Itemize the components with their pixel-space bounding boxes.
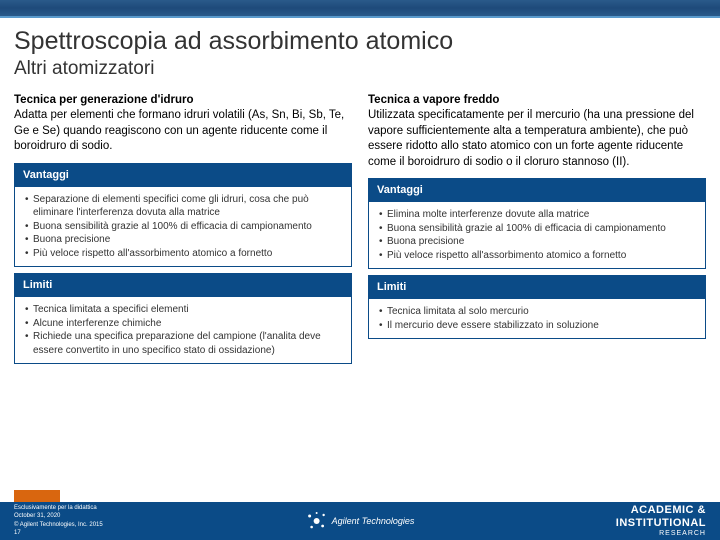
right-limits-list: Tecnica limitata al solo mercurio Il mer… — [377, 305, 697, 332]
list-item: Buona sensibilità grazie al 100% di effi… — [377, 222, 697, 236]
footer-right-logo: ACADEMIC & INSTITUTIONAL RESEARCH — [616, 504, 706, 539]
slide-content: Spettroscopia ad assorbimento atomico Al… — [0, 18, 720, 370]
right-tech-title: Tecnica a vapore freddo — [368, 94, 706, 106]
left-advantages-body: Separazione di elementi specifici come g… — [14, 187, 352, 268]
list-item: Richiede una specifica preparazione del … — [23, 330, 343, 357]
left-tech-desc: Adatta per elementi che formano idruri v… — [14, 108, 352, 155]
list-item: Tecnica limitata al solo mercurio — [377, 305, 697, 319]
brand-text: Agilent Technologies — [332, 516, 415, 527]
left-column: Tecnica per generazione d'idruro Adatta … — [14, 94, 352, 370]
page-title: Spettroscopia ad assorbimento atomico — [14, 26, 706, 56]
page-subtitle: Altri atomizzatori — [14, 58, 706, 80]
columns: Tecnica per generazione d'idruro Adatta … — [14, 94, 706, 370]
footer-right-big2: INSTITUTIONAL — [616, 517, 706, 529]
top-bar — [0, 0, 720, 18]
footer-right-small: RESEARCH — [616, 530, 706, 538]
footer-line3: © Agilent Technologies, Inc. 2015 — [14, 522, 103, 529]
list-item: Buona sensibilità grazie al 100% di effi… — [23, 220, 343, 234]
right-limits-body: Tecnica limitata al solo mercurio Il mer… — [368, 299, 706, 339]
list-item: Il mercurio deve essere stabilizzato in … — [377, 319, 697, 333]
left-tech-title: Tecnica per generazione d'idruro — [14, 94, 352, 106]
left-advantages-header: Vantaggi — [14, 163, 352, 187]
left-limits-list: Tecnica limitata a specifici elementi Al… — [23, 303, 343, 357]
list-item: Buona precisione — [23, 233, 343, 247]
footer-left: Esclusivamente per la didattica October … — [14, 505, 103, 537]
list-item: Tecnica limitata a specifici elementi — [23, 303, 343, 317]
accent-tab — [14, 490, 60, 502]
footer-right-big: ACADEMIC & — [631, 504, 706, 516]
footer-line2: October 31, 2020 — [14, 513, 103, 520]
spark-icon — [306, 510, 328, 532]
right-advantages-body: Elimina molte interferenze dovute alla m… — [368, 202, 706, 269]
left-limits-body: Tecnica limitata a specifici elementi Al… — [14, 297, 352, 364]
right-advantages-list: Elimina molte interferenze dovute alla m… — [377, 208, 697, 262]
footer-page: 17 — [14, 530, 103, 537]
list-item: Buona precisione — [377, 235, 697, 249]
list-item: Alcune interferenze chimiche — [23, 317, 343, 331]
right-tech-desc: Utilizzata specificatamente per il mercu… — [368, 108, 706, 170]
list-item: Separazione di elementi specifici come g… — [23, 193, 343, 220]
left-limits-header: Limiti — [14, 273, 352, 297]
right-column: Tecnica a vapore freddo Utilizzata speci… — [368, 94, 706, 370]
brand-logo: Agilent Technologies — [306, 510, 415, 532]
right-limits-header: Limiti — [368, 275, 706, 299]
footer: Esclusivamente per la didattica October … — [0, 502, 720, 540]
left-advantages-list: Separazione di elementi specifici come g… — [23, 193, 343, 261]
list-item: Elimina molte interferenze dovute alla m… — [377, 208, 697, 222]
list-item: Più veloce rispetto all'assorbimento ato… — [23, 247, 343, 261]
list-item: Più veloce rispetto all'assorbimento ato… — [377, 249, 697, 263]
right-advantages-header: Vantaggi — [368, 178, 706, 202]
footer-line1: Esclusivamente per la didattica — [14, 505, 103, 512]
